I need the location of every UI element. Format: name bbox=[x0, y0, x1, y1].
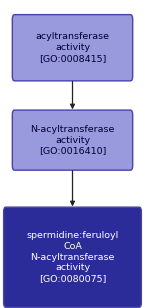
FancyBboxPatch shape bbox=[4, 207, 141, 307]
FancyBboxPatch shape bbox=[12, 110, 133, 170]
Text: spermidine:feruloyl
CoA
N-acyltransferase
activity
[GO:0080075]: spermidine:feruloyl CoA N-acyltransferas… bbox=[26, 231, 119, 283]
Text: acyltransferase
activity
[GO:0008415]: acyltransferase activity [GO:0008415] bbox=[36, 32, 109, 63]
FancyBboxPatch shape bbox=[12, 15, 133, 81]
Text: N-acyltransferase
activity
[GO:0016410]: N-acyltransferase activity [GO:0016410] bbox=[30, 125, 115, 156]
